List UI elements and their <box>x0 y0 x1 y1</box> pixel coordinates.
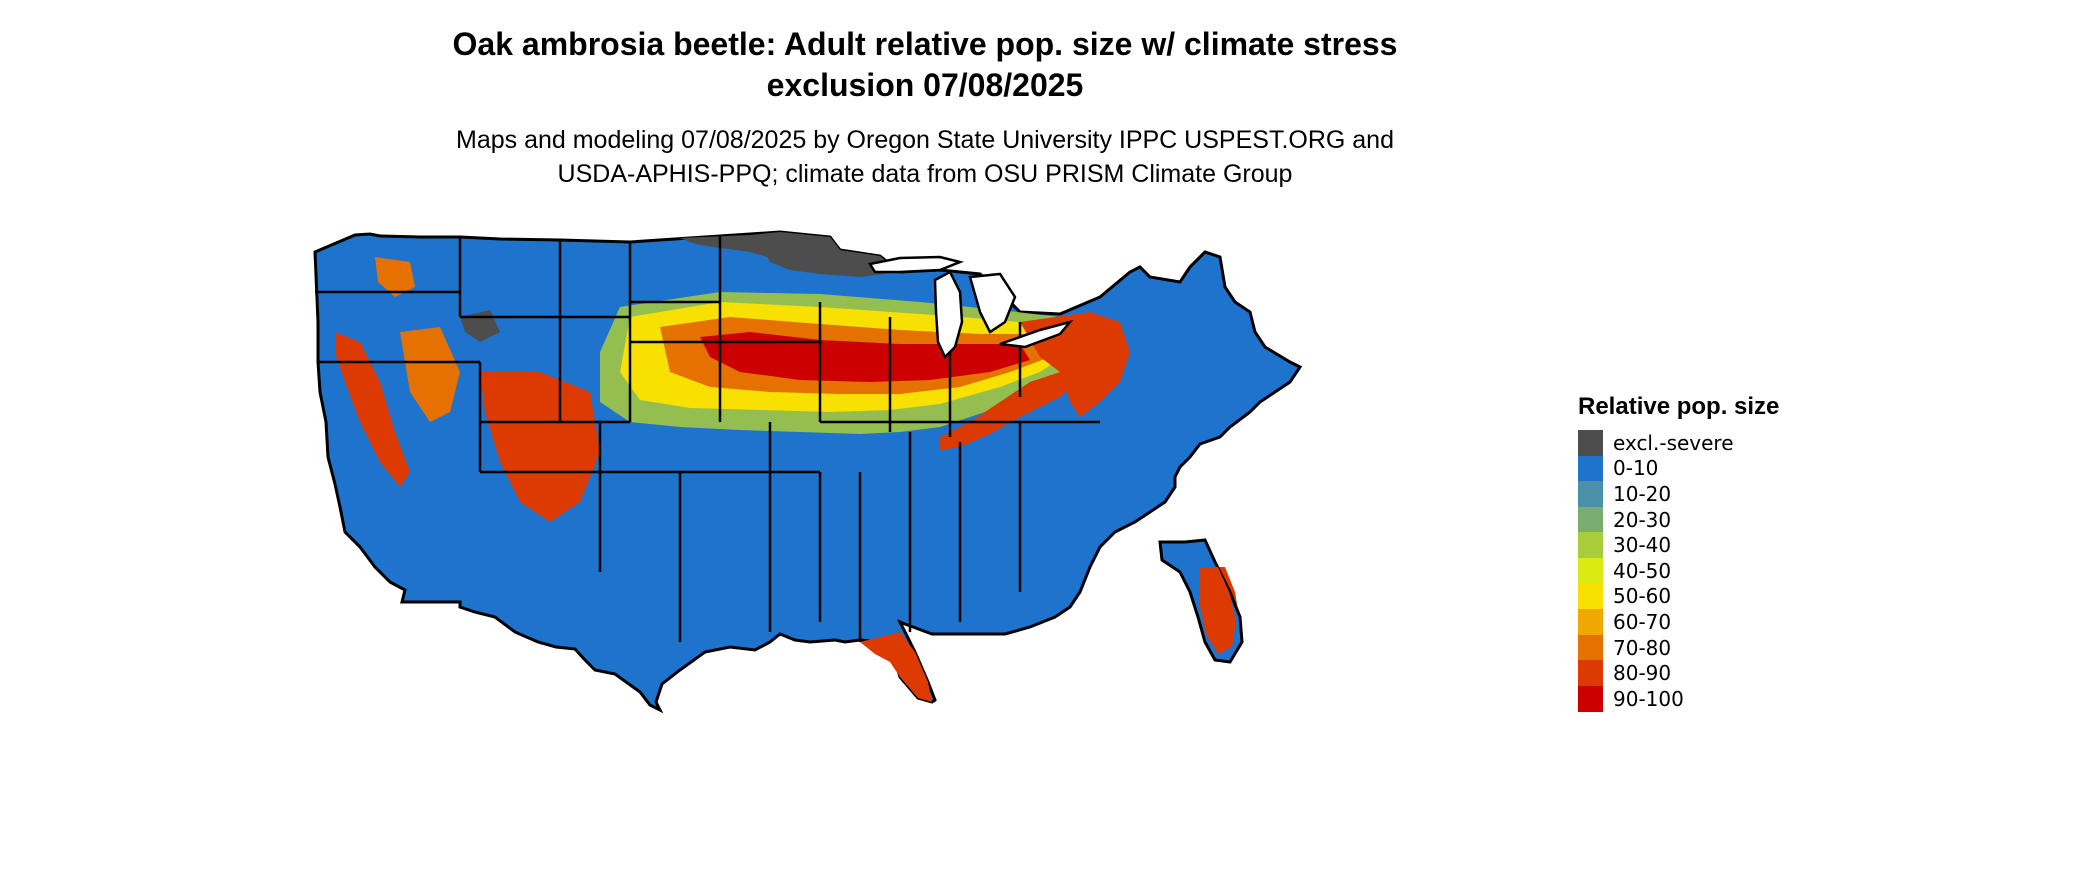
legend-item: 30-40 <box>1578 532 1779 558</box>
legend-item: 80-90 <box>1578 660 1779 686</box>
legend-swatch <box>1578 481 1603 507</box>
legend-label: 20-30 <box>1613 507 1672 532</box>
legend-item: 50-60 <box>1578 583 1779 610</box>
legend-label: 90-100 <box>1613 686 1684 711</box>
legend-label: 70-80 <box>1613 635 1672 660</box>
legend-item: 10-20 <box>1578 481 1779 507</box>
legend-swatch <box>1578 660 1603 686</box>
legend-label: 10-20 <box>1613 481 1672 506</box>
legend-label: excl.-severe <box>1613 430 1734 455</box>
legend-swatch <box>1578 557 1603 584</box>
legend-item: excl.-severe <box>1578 430 1779 456</box>
map-title: Oak ambrosia beetle: Adult relative pop.… <box>350 24 1500 106</box>
map-legend: Relative pop. size excl.-severe 0-10 10-20… <box>1578 392 1779 712</box>
legend-item: 40-50 <box>1578 557 1779 584</box>
western-hotspot-southwest <box>480 372 600 522</box>
border-lines-central <box>318 302 1022 472</box>
legend-item: 0-10 <box>1578 455 1779 482</box>
florida-peninsula-hotspot <box>1200 567 1236 654</box>
legend-label: 0-10 <box>1613 456 1659 481</box>
legend-item: 20-30 <box>1578 506 1779 533</box>
lake-superior <box>867 255 965 274</box>
map-subtitle-line-2: USDA-APHIS-PPQ; climate data from OSU PR… <box>557 160 1293 188</box>
legend-swatch <box>1578 685 1603 712</box>
western-hotspot-idaho <box>375 257 415 297</box>
legend-label: 40-50 <box>1613 558 1672 583</box>
legend-swatch <box>1578 506 1603 533</box>
us-map <box>313 230 1303 714</box>
map-subtitle-line-1: Maps and modeling 07/08/2025 by Oregon S… <box>456 126 1394 154</box>
legend-label: 80-90 <box>1613 661 1672 686</box>
legend-item: 60-70 <box>1578 609 1779 635</box>
legend-title: Relative pop. size <box>1578 393 1780 420</box>
border-lines-south <box>480 420 1100 642</box>
excluded-region-great-lakes <box>760 237 900 277</box>
lake-michigan <box>933 270 964 360</box>
legend-item: 90-100 <box>1578 685 1779 712</box>
state-borders <box>315 236 1100 642</box>
legend-label: 30-40 <box>1613 533 1672 558</box>
appalachian-hot-ridge <box>940 372 1080 450</box>
texas-gulf-hotspot <box>860 632 932 702</box>
legend-swatch <box>1578 455 1603 482</box>
legend-label: 60-70 <box>1613 609 1672 634</box>
legend-swatch <box>1578 532 1603 558</box>
legend-label: 50-60 <box>1613 584 1672 609</box>
map-subtitle: Maps and modeling 07/08/2025 by Oregon S… <box>350 123 1500 191</box>
lake-huron <box>968 272 1017 334</box>
lake-erie <box>999 319 1074 349</box>
western-hotspot-great-basin <box>400 327 460 422</box>
legend-swatch <box>1578 430 1603 456</box>
legend-swatch <box>1578 583 1603 610</box>
western-hotspot-california <box>335 332 410 487</box>
legend-item: 70-80 <box>1578 634 1779 661</box>
map-title-line-2: exclusion 07/08/2025 <box>766 67 1084 103</box>
legend-swatch <box>1578 634 1603 661</box>
map-title-line-1: Oak ambrosia beetle: Adult relative pop.… <box>452 26 1398 62</box>
border-lines-north <box>315 236 722 319</box>
legend-items: excl.-severe 0-10 10-20 20-30 30-40 40-50 50-6… <box>1578 430 1779 712</box>
legend-swatch <box>1578 609 1603 635</box>
